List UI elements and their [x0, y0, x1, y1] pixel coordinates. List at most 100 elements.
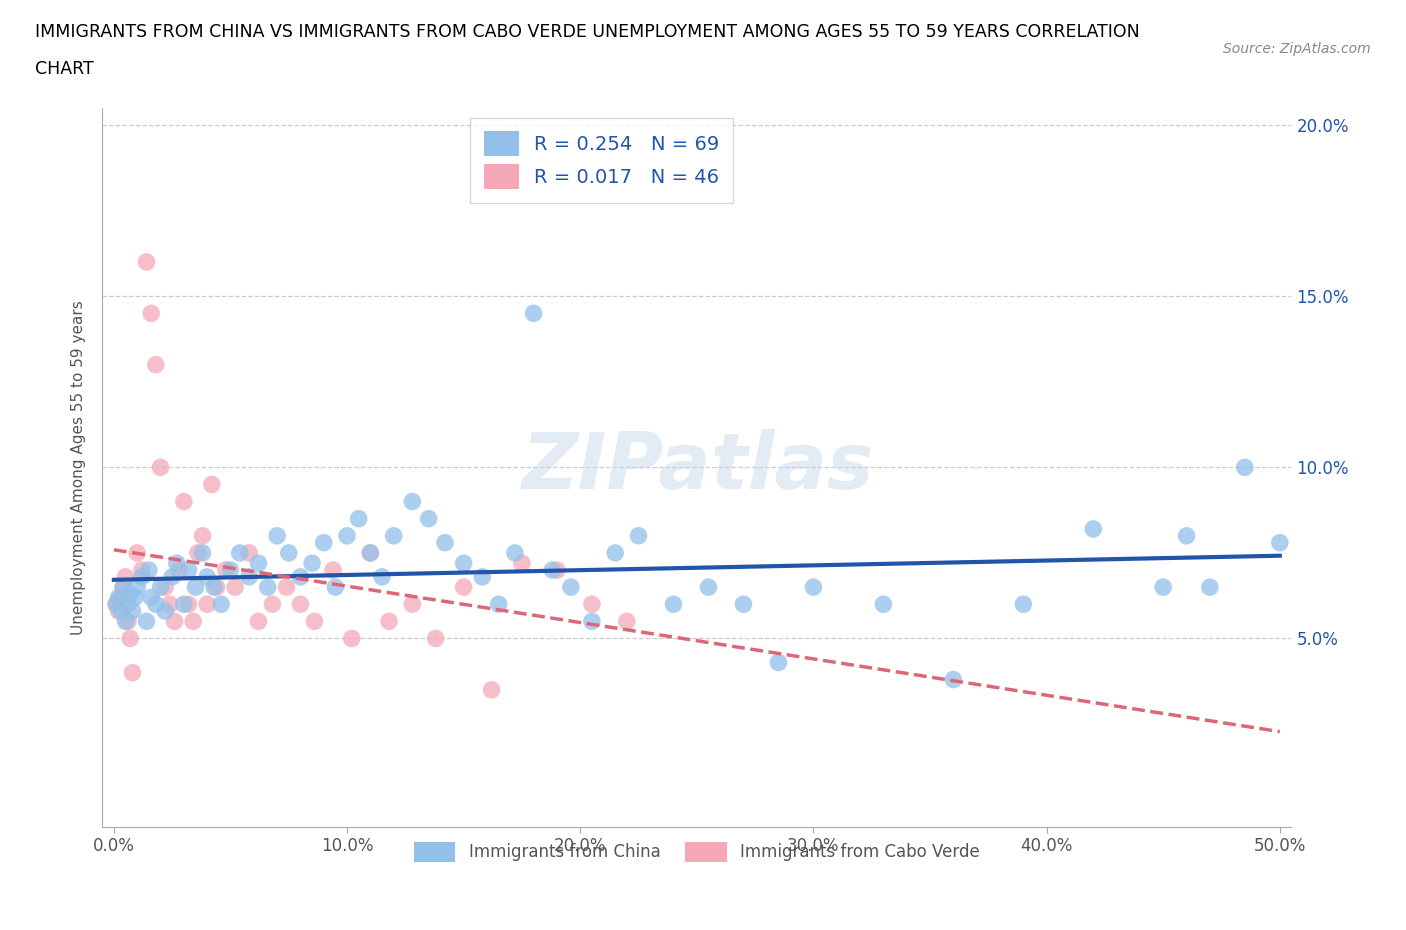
Point	[662, 597, 685, 612]
Point	[560, 579, 582, 594]
Point	[153, 604, 176, 618]
Point	[224, 579, 246, 594]
Point	[184, 579, 207, 594]
Point	[277, 546, 299, 561]
Point	[149, 460, 172, 475]
Point	[359, 546, 381, 561]
Point	[110, 604, 132, 618]
Point	[117, 597, 139, 612]
Point	[453, 556, 475, 571]
Point	[488, 597, 510, 612]
Point	[733, 597, 755, 612]
Point	[290, 569, 312, 584]
Text: ZIPatlas: ZIPatlas	[520, 430, 873, 505]
Point	[322, 563, 344, 578]
Point	[114, 614, 136, 629]
Point	[138, 563, 160, 578]
Point	[453, 579, 475, 594]
Point	[347, 512, 370, 526]
Point	[616, 614, 638, 629]
Point	[177, 597, 200, 612]
Legend: Immigrants from China, Immigrants from Cabo Verde: Immigrants from China, Immigrants from C…	[406, 835, 987, 869]
Point	[215, 563, 238, 578]
Point	[195, 597, 218, 612]
Point	[238, 569, 260, 584]
Point	[105, 597, 128, 612]
Point	[135, 614, 157, 629]
Point	[581, 614, 603, 629]
Point	[523, 306, 546, 321]
Point	[627, 528, 650, 543]
Point	[247, 556, 270, 571]
Point	[149, 579, 172, 594]
Point	[120, 587, 142, 602]
Point	[301, 556, 323, 571]
Point	[201, 477, 224, 492]
Point	[127, 579, 149, 594]
Point	[107, 604, 129, 618]
Point	[166, 556, 188, 571]
Point	[219, 563, 242, 578]
Point	[121, 665, 143, 680]
Point	[697, 579, 720, 594]
Point	[942, 672, 965, 687]
Point	[541, 563, 564, 578]
Point	[135, 255, 157, 270]
Point	[378, 614, 401, 629]
Point	[262, 597, 284, 612]
Point	[768, 655, 790, 670]
Point	[191, 528, 214, 543]
Point	[167, 563, 190, 578]
Point	[382, 528, 405, 543]
Point	[131, 563, 153, 578]
Text: CHART: CHART	[35, 60, 94, 78]
Point	[121, 604, 143, 618]
Point	[195, 569, 218, 584]
Point	[1233, 460, 1256, 475]
Point	[1268, 535, 1291, 550]
Point	[336, 528, 359, 543]
Point	[312, 535, 335, 550]
Text: IMMIGRANTS FROM CHINA VS IMMIGRANTS FROM CABO VERDE UNEMPLOYMENT AMONG AGES 55 T: IMMIGRANTS FROM CHINA VS IMMIGRANTS FROM…	[35, 23, 1140, 41]
Point	[1198, 579, 1220, 594]
Point	[127, 546, 149, 561]
Point	[1012, 597, 1035, 612]
Point	[418, 512, 440, 526]
Point	[141, 306, 163, 321]
Point	[229, 546, 252, 561]
Point	[266, 528, 288, 543]
Point	[1152, 579, 1174, 594]
Point	[202, 579, 225, 594]
Point	[187, 546, 209, 561]
Point	[433, 535, 456, 550]
Point	[1083, 522, 1105, 537]
Point	[510, 556, 533, 571]
Point	[503, 546, 526, 561]
Point	[105, 597, 128, 612]
Point	[605, 546, 627, 561]
Point	[481, 683, 503, 698]
Point	[1175, 528, 1198, 543]
Point	[145, 597, 167, 612]
Point	[120, 631, 142, 646]
Point	[131, 569, 153, 584]
Point	[546, 563, 568, 578]
Point	[114, 569, 136, 584]
Point	[110, 590, 132, 604]
Point	[290, 597, 312, 612]
Point	[159, 597, 181, 612]
Point	[107, 590, 129, 604]
Point	[177, 563, 200, 578]
Point	[181, 614, 204, 629]
Point	[191, 546, 214, 561]
Point	[205, 579, 228, 594]
Point	[160, 569, 183, 584]
Point	[173, 494, 195, 509]
Point	[803, 579, 825, 594]
Point	[112, 579, 135, 594]
Point	[359, 546, 381, 561]
Point	[141, 590, 163, 604]
Point	[371, 569, 394, 584]
Point	[112, 579, 135, 594]
Point	[238, 546, 260, 561]
